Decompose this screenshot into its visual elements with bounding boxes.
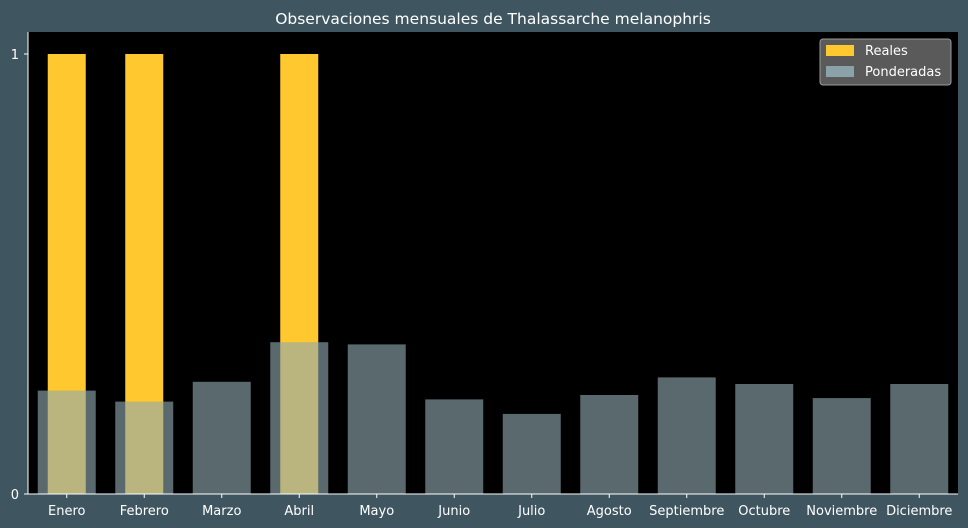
x-tick-label-diciembre: Diciembre: [886, 504, 952, 519]
legend-swatch-reales: [826, 45, 854, 56]
bar-ponderadas-junio: [425, 399, 484, 494]
x-tick-label-enero: Enero: [48, 504, 86, 519]
bar-ponderadas-noviembre: [812, 398, 871, 494]
x-tick-label-agosto: Agosto: [587, 504, 632, 519]
x-tick-label-noviembre: Noviembre: [806, 504, 877, 519]
bar-ponderadas-agosto: [580, 395, 639, 494]
x-tick-label-junio: Junio: [437, 504, 470, 519]
x-tick-label-febrero: Febrero: [120, 504, 169, 519]
x-tick-label-mayo: Mayo: [359, 504, 394, 519]
bar-ponderadas-diciembre: [890, 384, 949, 494]
bars-layer: [37, 54, 949, 494]
plot-area: [28, 32, 958, 494]
bar-ponderadas-septiembre: [657, 377, 716, 494]
legend-label-ponderadas: Ponderadas: [865, 65, 941, 80]
x-tick-label-septiembre: Septiembre: [649, 504, 724, 519]
x-tick-label-octubre: Octubre: [738, 504, 790, 519]
bar-ponderadas-julio: [502, 413, 561, 494]
legend-label-reales: Reales: [865, 44, 908, 59]
x-tick-label-julio: Julio: [517, 504, 545, 519]
bar-ponderadas-mayo: [347, 344, 406, 494]
bar-ponderadas-enero: [37, 390, 96, 494]
bar-ponderadas-marzo: [192, 381, 251, 494]
bar-ponderadas-abril: [270, 342, 329, 494]
x-tick-label-abril: Abril: [284, 504, 314, 519]
bar-ponderadas-febrero: [115, 401, 174, 494]
x-tick-label-marzo: Marzo: [202, 504, 241, 519]
axes-layer: Enero Febrero Marzo Abril Mayo Junio Julio Agos…: [11, 32, 958, 519]
legend-swatch-ponderadas: [826, 66, 854, 77]
legend: Reales Ponderadas: [819, 38, 952, 86]
y-tick-label-0: 0: [11, 488, 19, 503]
bar-ponderadas-octubre: [735, 384, 794, 494]
y-tick-label-1: 1: [11, 48, 19, 63]
chart-title: Observaciones mensuales de Thalassarche …: [275, 10, 711, 28]
